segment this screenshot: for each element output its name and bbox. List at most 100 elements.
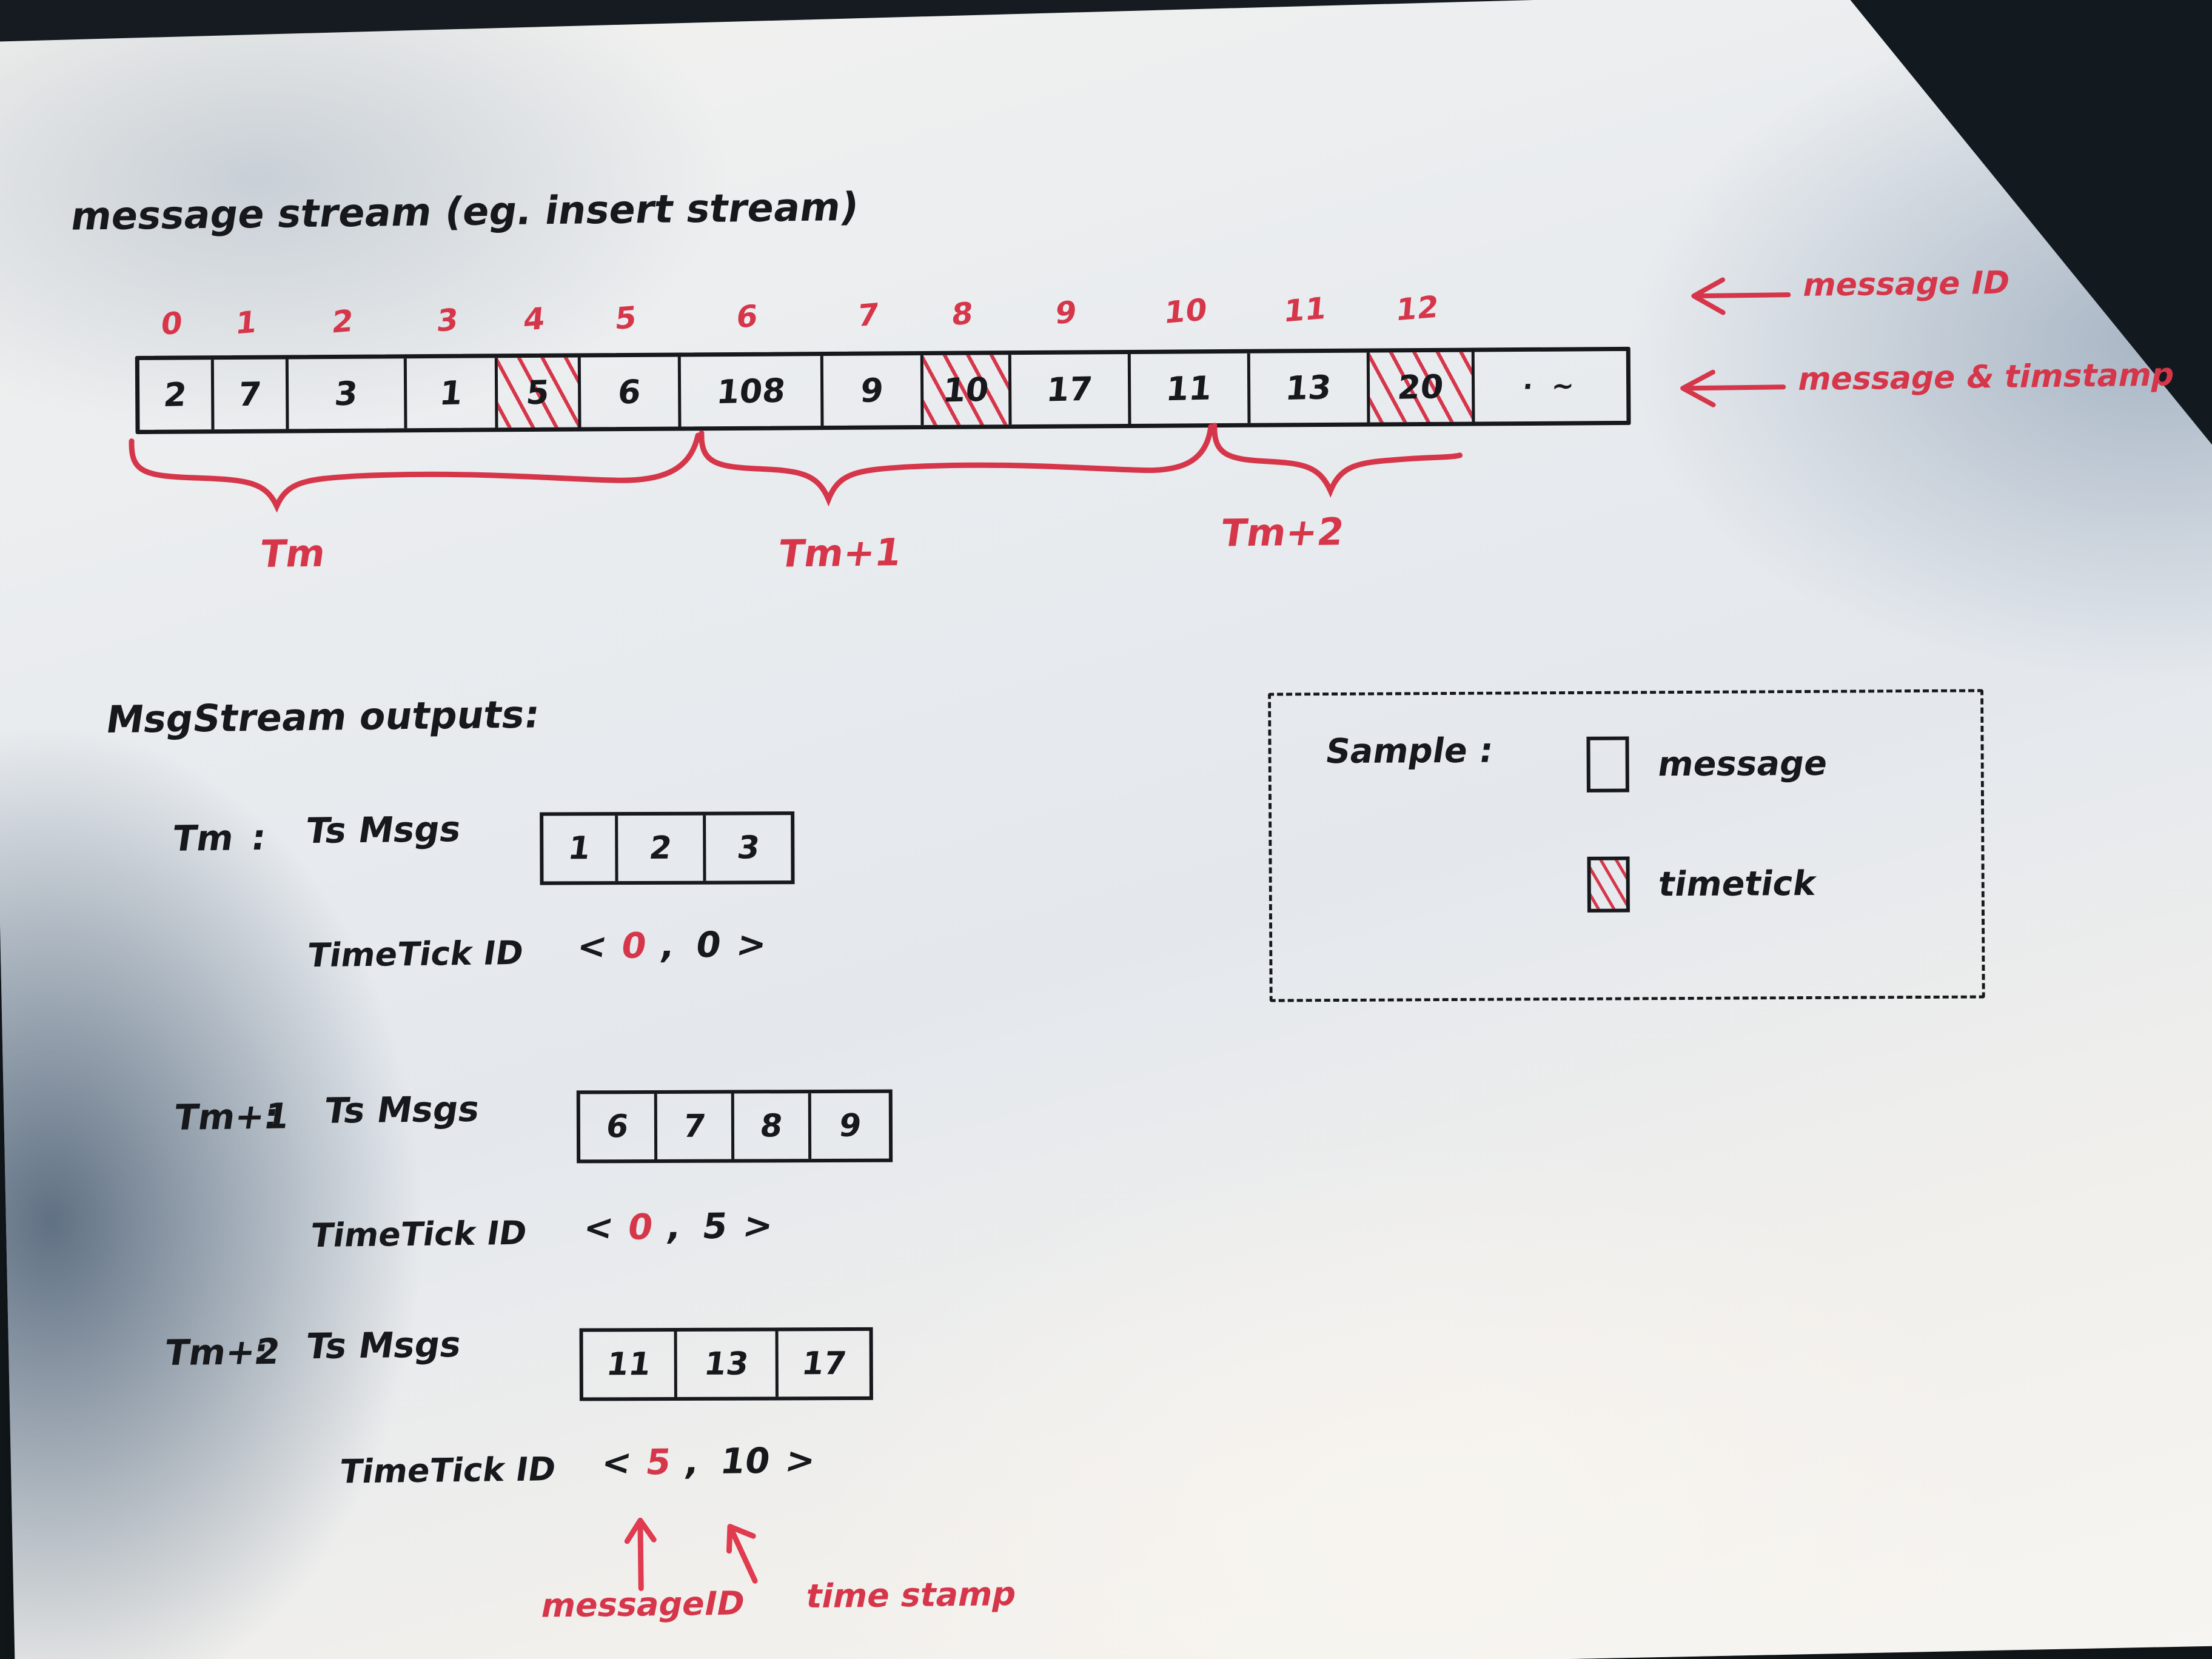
output-group-sep-1: : (261, 1095, 281, 1138)
stream-cell-8: 10 (923, 355, 1012, 426)
output-msgs-box-0: 1 2 3 (540, 811, 795, 885)
output-msg-cell: 1 (543, 816, 618, 882)
output-msg-value: 1 (566, 830, 593, 867)
stream-group-braces (129, 423, 1463, 513)
output-msg-value: 8 (757, 1108, 785, 1145)
output-tick-value-0: < 0 , 0 > (574, 923, 769, 967)
output-msg-cell: 17 (779, 1331, 870, 1397)
stream-cell-value: 13 (1284, 368, 1333, 408)
output-msg-cell: 6 (580, 1093, 658, 1160)
output-msgs-label-2: Ts Msgs (303, 1323, 464, 1367)
stream-cell-value: 20 (1396, 367, 1446, 407)
output-tick-value-1: < 0 , 5 > (580, 1204, 776, 1248)
stream-index-5: 5 (575, 297, 676, 340)
stream-cell-value: 108 (714, 371, 787, 412)
message-id-arrow-icon (1691, 277, 1791, 315)
stream-index-10: 10 (1125, 289, 1245, 333)
stream-cell-value: 5 (525, 373, 552, 412)
stream-cell-13: · ~ (1475, 351, 1627, 422)
output-msg-cell: 13 (677, 1331, 779, 1397)
brace-label-tm: Tm (257, 531, 329, 577)
timetick-swatch-icon (1587, 856, 1630, 913)
stream-index-label: 11 (1282, 290, 1328, 329)
output-msg-value: 3 (735, 830, 762, 866)
stream-cell-value: 17 (1045, 369, 1094, 409)
stream-index-label: 7 (856, 297, 881, 334)
output-msg-value: 2 (647, 830, 674, 866)
callout-timestamp: time stamp (803, 1574, 1021, 1616)
stream-cell-6: 108 (680, 356, 824, 427)
stream-index-label: 0 (159, 305, 184, 343)
stream-index-label: 2 (330, 303, 355, 340)
stream-cell-value: 9 (859, 371, 886, 411)
stream-cell-3: 1 (406, 358, 498, 429)
stream-index-label: 6 (734, 298, 760, 335)
stream-index-label: 1 (233, 304, 259, 341)
output-group-sep-0: : (249, 816, 269, 859)
stream-index-12: 12 (1364, 287, 1470, 330)
stream-cell-value: 2 (162, 375, 189, 415)
output-tick-label-0: TimeTick ID (304, 933, 526, 975)
outputs-heading: MsgStream outputs: (103, 692, 543, 742)
output-msg-value: 11 (604, 1346, 654, 1383)
output-msg-value: 9 (836, 1107, 864, 1144)
output-group-name-0: Tm (170, 817, 237, 859)
output-msg-cell: 9 (811, 1093, 889, 1159)
output-msg-cell: 2 (618, 815, 706, 882)
stream-index-1: 1 (209, 301, 284, 344)
legend-item-message-label: message (1655, 743, 1831, 784)
output-tick-label-2: TimeTick ID (337, 1450, 558, 1491)
stream-index-7: 7 (818, 293, 919, 337)
stream-cell-12: 20 (1369, 352, 1475, 423)
page-title-text: message stream (eg. insert stream) (68, 184, 862, 240)
output-msg-value: 7 (680, 1108, 708, 1145)
brace-label-tm2: Tm+2 (1218, 509, 1347, 555)
stream-index-4: 4 (492, 298, 576, 341)
stream-index-6: 6 (675, 295, 819, 339)
legend-item-message: message (1586, 736, 1831, 793)
stream-index-9: 9 (1006, 291, 1126, 335)
output-msg-cell: 8 (734, 1093, 812, 1159)
legend-item-timetick: timetick (1587, 856, 1818, 913)
stream-index-label: 10 (1162, 292, 1208, 331)
stream-cell-value: 6 (616, 372, 643, 412)
stream-cell-10: 11 (1130, 353, 1251, 424)
stream-index-2: 2 (283, 300, 402, 343)
stream-index-0: 0 (134, 302, 209, 345)
stream-cell-5: 6 (580, 357, 682, 427)
message-id-callout-arrow-icon (624, 1517, 758, 1591)
message-id-label: message ID (1800, 264, 2013, 304)
stream-cell-9: 17 (1011, 354, 1131, 425)
output-msg-cell: 11 (583, 1332, 677, 1398)
stream-index-label: 12 (1394, 289, 1440, 328)
output-group-sep-2: : (250, 1330, 271, 1373)
output-msgs-box-1: 6 7 8 9 (576, 1089, 893, 1164)
message-swatch-icon (1586, 736, 1629, 793)
stream-index-3: 3 (401, 298, 493, 342)
stream-index-label: 5 (613, 300, 638, 337)
stream-cell-value: 3 (333, 374, 360, 414)
stream-cell-11: 13 (1250, 352, 1370, 423)
stream-cell-0: 2 (139, 360, 215, 430)
stream-index-11: 11 (1245, 288, 1365, 332)
stream-index-label: 4 (521, 301, 547, 338)
stream-cell-7: 9 (823, 355, 924, 426)
stream-index-label: 8 (950, 295, 975, 333)
stream-cell-value: 10 (941, 370, 991, 410)
output-msgs-box-2: 11 13 17 (579, 1327, 873, 1401)
legend-box: Sample : message timetick (1268, 689, 1985, 1002)
output-msgs-label-0: Ts Msgs (303, 808, 464, 852)
stream-index-label: 9 (1053, 294, 1079, 332)
legend-item-timetick-label: timetick (1655, 863, 1819, 904)
page-title: message stream (eg. insert stream) (68, 184, 862, 240)
output-msg-cell: 7 (657, 1093, 735, 1159)
legend-heading: Sample : (1322, 731, 1496, 772)
stream-cell-2: 3 (288, 358, 407, 429)
stream-cell-value: 7 (236, 375, 264, 414)
stream-index-labels: 0 1 2 3 4 5 6 7 8 9 10 11 12 (134, 287, 1470, 346)
message-timestamp-label: message & timstamp (1795, 357, 2178, 398)
stream-index-8: 8 (918, 292, 1007, 336)
stream-index-label: 3 (435, 301, 460, 339)
stream-cell-1: 7 (213, 359, 289, 430)
